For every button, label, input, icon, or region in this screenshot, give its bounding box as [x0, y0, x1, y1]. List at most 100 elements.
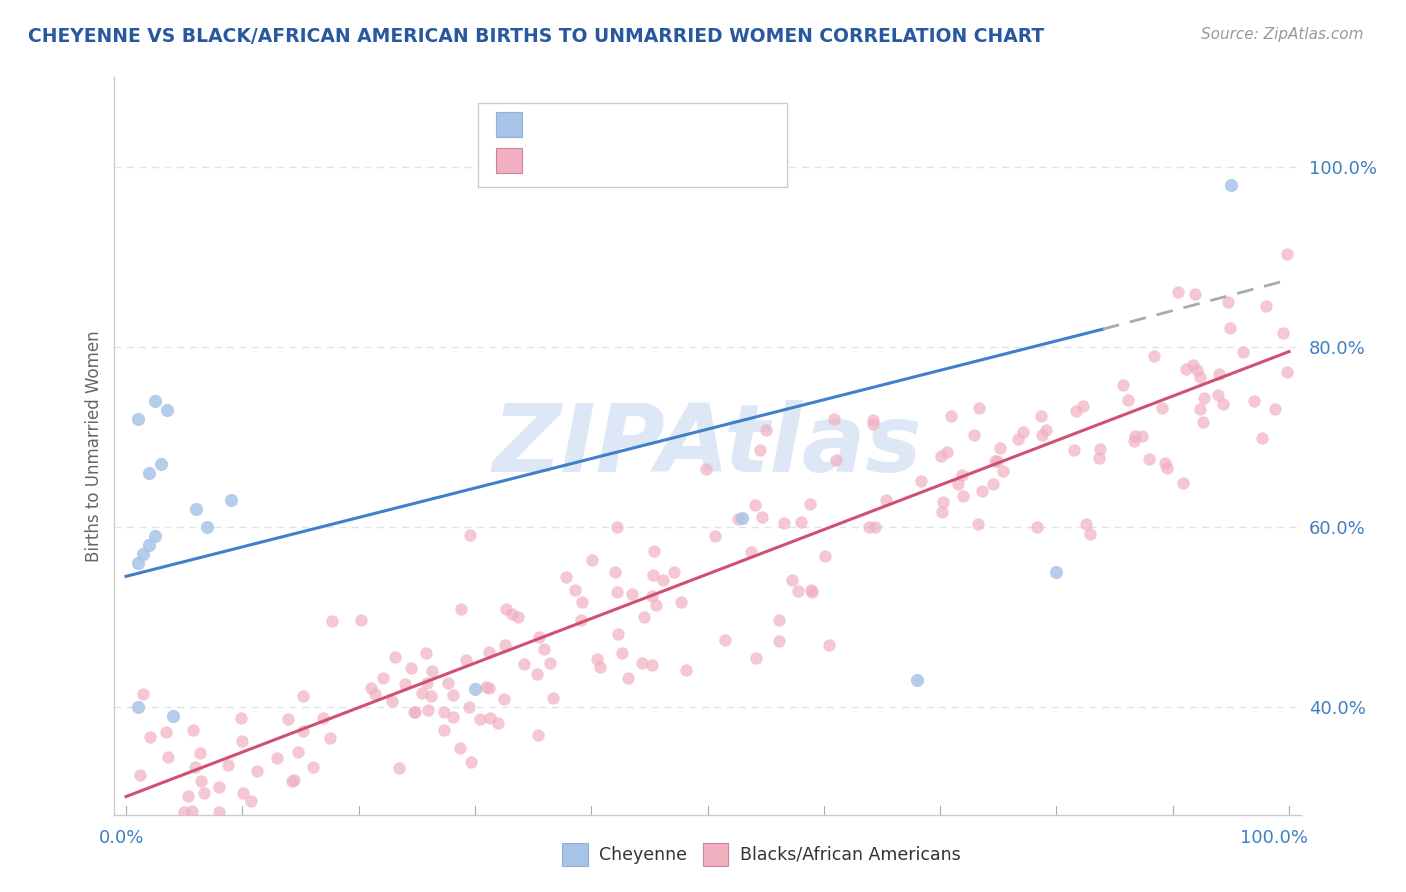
Text: Cheyenne: Cheyenne: [599, 846, 688, 863]
Point: [495, 602, 517, 616]
Point: [1277, 365, 1299, 379]
Point: [291, 690, 314, 704]
Point: [486, 716, 509, 731]
Point: [581, 553, 603, 567]
Point: [229, 711, 252, 725]
Point: [360, 681, 382, 695]
Point: [1175, 362, 1198, 376]
Point: [1029, 409, 1052, 423]
Point: [1071, 399, 1094, 413]
Point: [363, 687, 385, 701]
Point: [564, 583, 586, 598]
Point: [127, 556, 149, 570]
Point: [180, 804, 202, 818]
Point: [651, 573, 673, 587]
Text: N =: N =: [627, 115, 671, 135]
Point: [541, 690, 564, 705]
Point: [749, 443, 772, 458]
Point: [450, 601, 472, 615]
Point: [1181, 358, 1204, 372]
Point: [138, 538, 160, 552]
Point: [478, 711, 501, 725]
Point: [950, 467, 973, 482]
Point: [801, 585, 824, 599]
Point: [321, 614, 343, 628]
Point: [394, 677, 416, 691]
Point: [1088, 450, 1111, 465]
Point: [468, 712, 491, 726]
Point: [704, 528, 727, 542]
Text: 0.311: 0.311: [572, 115, 638, 135]
Point: [437, 675, 460, 690]
Point: [751, 510, 773, 524]
Point: [138, 466, 160, 480]
Point: [1123, 428, 1146, 442]
Point: [184, 502, 207, 516]
Point: [790, 515, 813, 529]
Point: [1007, 432, 1029, 446]
Point: [740, 545, 762, 559]
Point: [1076, 517, 1098, 532]
Point: [441, 688, 464, 702]
Point: [207, 805, 229, 819]
Point: [1216, 294, 1239, 309]
Point: [231, 734, 253, 748]
Point: [1271, 326, 1294, 340]
Point: [1264, 401, 1286, 416]
Point: [1123, 434, 1146, 448]
Point: [910, 474, 932, 488]
Point: [931, 505, 953, 519]
Point: [905, 673, 928, 687]
Point: [283, 773, 305, 788]
Text: R =: R =: [533, 115, 575, 135]
Point: [508, 610, 530, 624]
Point: [875, 493, 897, 508]
Point: [988, 441, 1011, 455]
Point: [419, 689, 441, 703]
Point: [727, 512, 749, 526]
Point: [714, 632, 737, 647]
Point: [1112, 378, 1135, 392]
Point: [416, 704, 439, 718]
Point: [132, 547, 155, 561]
Point: [538, 656, 561, 670]
Point: [162, 708, 184, 723]
Point: [1031, 427, 1053, 442]
Point: [494, 638, 516, 652]
Text: 0.0%: 0.0%: [98, 829, 143, 847]
Point: [823, 411, 845, 425]
Text: 200: 200: [664, 151, 707, 170]
Point: [1212, 397, 1234, 411]
Point: [188, 746, 211, 760]
Y-axis label: Births to Unmarried Women: Births to Unmarried Women: [86, 330, 103, 562]
Point: [1184, 286, 1206, 301]
Point: [1063, 443, 1085, 458]
Point: [513, 657, 536, 671]
Point: [177, 789, 200, 803]
Point: [181, 723, 204, 738]
Point: [744, 498, 766, 512]
Point: [1206, 388, 1229, 402]
Point: [350, 613, 373, 627]
Text: ZIPAtlas: ZIPAtlas: [492, 400, 922, 492]
Point: [1219, 178, 1241, 193]
Point: [787, 584, 810, 599]
Point: [606, 519, 628, 533]
Point: [132, 688, 155, 702]
Point: [986, 454, 1008, 468]
Point: [963, 428, 986, 442]
Point: [588, 660, 610, 674]
Point: [1143, 349, 1166, 363]
Point: [156, 403, 179, 417]
Point: [172, 816, 194, 830]
Point: [669, 595, 692, 609]
Point: [825, 453, 848, 467]
Point: [388, 761, 411, 775]
Text: 0.900: 0.900: [572, 151, 638, 170]
Point: [1078, 527, 1101, 541]
Point: [782, 574, 804, 588]
Point: [526, 667, 548, 681]
Point: [585, 651, 607, 665]
Point: [527, 631, 550, 645]
Point: [501, 607, 523, 621]
